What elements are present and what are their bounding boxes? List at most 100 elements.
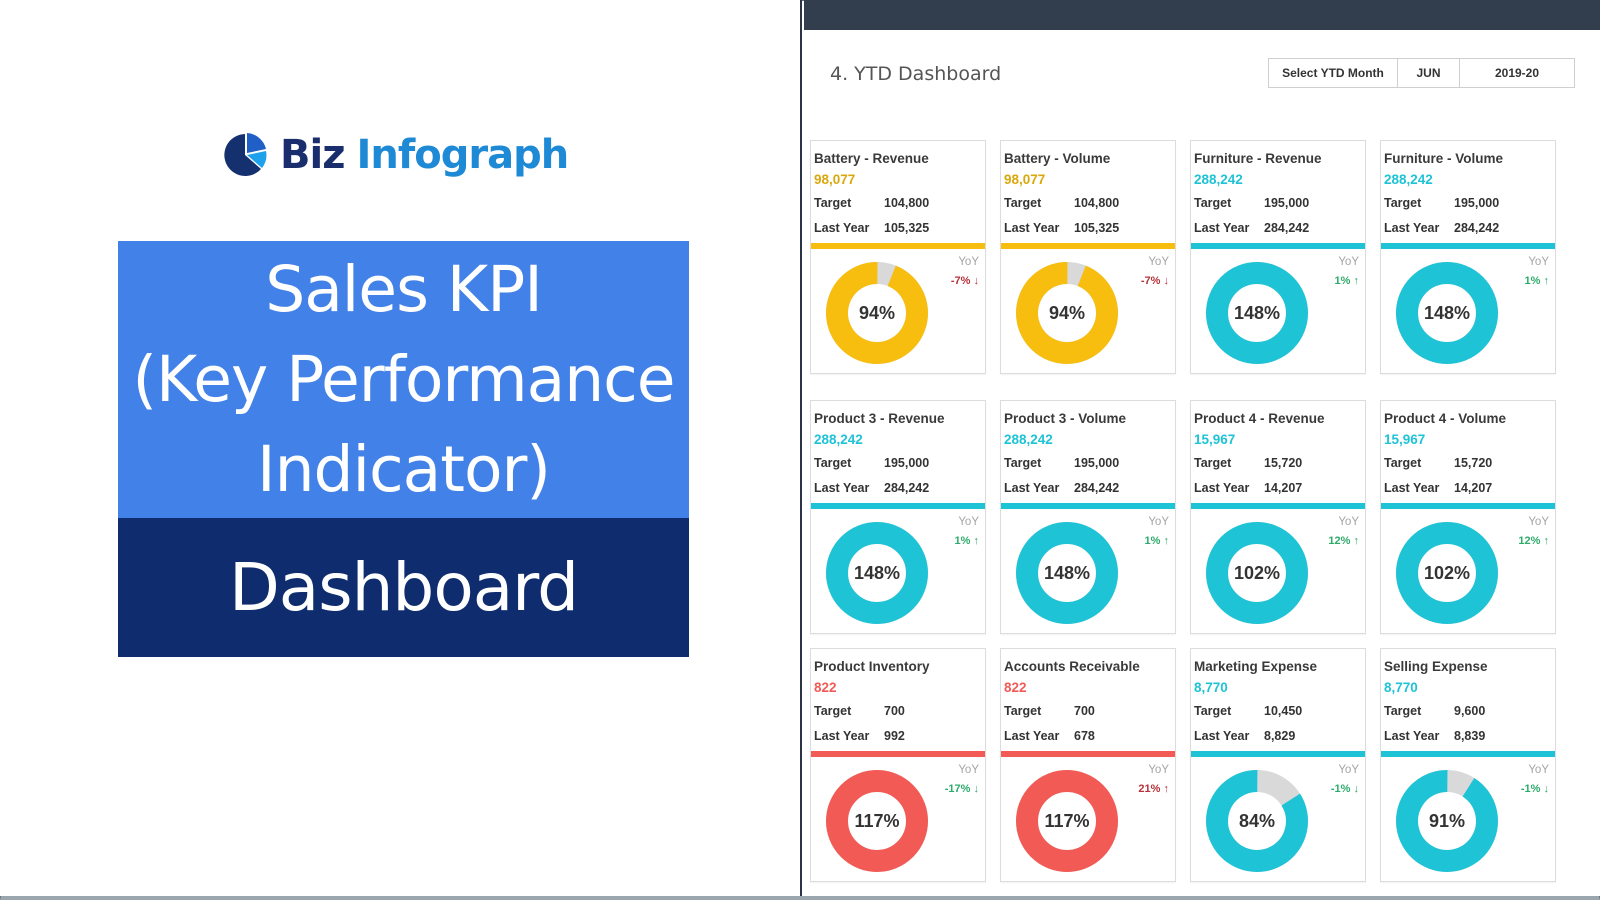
subtitle: Dashboard — [118, 518, 689, 657]
kpi-actual-value: 822 — [814, 680, 837, 695]
kpi-actual-value: 98,077 — [1004, 172, 1046, 187]
kpi-last-year-row: Last Year 105,325 — [1004, 216, 1175, 241]
yoy-indicator: YoY 1% ↑ — [1335, 253, 1359, 291]
kpi-actual-value: 288,242 — [1384, 172, 1433, 187]
kpi-last-year-row: Last Year 992 — [814, 724, 985, 749]
target-value: 15,720 — [1264, 456, 1303, 470]
donut-chart — [1016, 522, 1118, 624]
target-label: Target — [1384, 704, 1422, 718]
donut-chart — [1016, 770, 1118, 872]
last-year-label: Last Year — [814, 481, 870, 495]
kpi-title: Battery - Volume — [1004, 151, 1111, 166]
last-year-label: Last Year — [1384, 481, 1440, 495]
last-year-label: Last Year — [1194, 221, 1250, 235]
yoy-indicator: YoY -17% ↓ — [945, 761, 979, 799]
yoy-label: YoY — [958, 764, 979, 776]
kpi-actual-value: 288,242 — [1004, 432, 1053, 447]
yoy-value: 12% ↑ — [1518, 535, 1549, 547]
last-year-value: 8,829 — [1264, 729, 1296, 743]
donut-chart — [1206, 262, 1308, 364]
kpi-card-furniture-revenue[interactable]: Furniture - Revenue 288,242 Target 195,0… — [1190, 140, 1366, 374]
selector-label: Select YTD Month — [1269, 59, 1398, 87]
yoy-value: 1% ↑ — [1524, 275, 1549, 287]
target-label: Target — [1194, 456, 1232, 470]
target-value: 104,800 — [884, 196, 930, 210]
last-year-value: 14,207 — [1264, 481, 1303, 495]
kpi-title: Accounts Receivable — [1004, 659, 1140, 674]
month-select[interactable]: JUN — [1398, 59, 1460, 87]
kpi-card-product-3-revenue[interactable]: Product 3 - Revenue 288,242 Target 195,0… — [810, 400, 986, 634]
title-line-3: Indicator) — [257, 432, 551, 506]
brand-logo: Biz Infograph — [222, 132, 569, 178]
achievement-percent: 94% — [1048, 302, 1086, 323]
kpi-card-product-4-volume[interactable]: Product 4 - Volume 15,967 Target 15,720 … — [1380, 400, 1556, 634]
year-select[interactable]: 2019-20 — [1494, 66, 1540, 80]
dashboard-topbar — [804, 0, 1600, 30]
kpi-card-marketing-expense[interactable]: Marketing Expense 8,770 Target 10,450 La… — [1190, 648, 1366, 882]
kpi-title: Product 4 - Volume — [1384, 411, 1507, 426]
kpi-card-battery-volume[interactable]: Battery - Volume 98,077 Target 104,800 L… — [1000, 140, 1176, 374]
kpi-last-year-row: Last Year 284,242 — [1004, 476, 1175, 501]
last-year-label: Last Year — [1004, 729, 1060, 743]
target-label: Target — [1384, 456, 1422, 470]
last-year-label: Last Year — [1004, 481, 1060, 495]
target-value: 195,000 — [1074, 456, 1120, 470]
target-label: Target — [1004, 196, 1042, 210]
achievement-percent: 91% — [1428, 810, 1466, 831]
target-value: 15,720 — [1454, 456, 1493, 470]
last-year-value: 8,839 — [1454, 729, 1486, 743]
donut-chart — [1206, 522, 1308, 624]
yoy-label: YoY — [958, 516, 979, 528]
yoy-value: -1% ↓ — [1520, 783, 1549, 795]
target-value: 195,000 — [1264, 196, 1310, 210]
kpi-actual-value: 15,967 — [1384, 432, 1426, 447]
kpi-color-bar — [811, 243, 985, 249]
kpi-card-selling-expense[interactable]: Selling Expense 8,770 Target 9,600 Last … — [1380, 648, 1556, 882]
page-title: 4. YTD Dashboard — [830, 63, 1002, 85]
kpi-actual-value: 822 — [1004, 680, 1027, 695]
yoy-value: -17% ↓ — [944, 783, 979, 795]
last-year-value: 14,207 — [1454, 481, 1493, 495]
yoy-value: -1% ↓ — [1330, 783, 1359, 795]
yoy-indicator: YoY -1% ↓ — [1521, 761, 1549, 799]
kpi-card-accounts-receivable[interactable]: Accounts Receivable 822 Target 700 Last … — [1000, 648, 1176, 882]
donut-chart — [826, 522, 928, 624]
donut-chart — [826, 770, 928, 872]
yoy-indicator: YoY 1% ↑ — [1525, 253, 1549, 291]
yoy-label: YoY — [1528, 516, 1549, 528]
kpi-card-product-3-volume[interactable]: Product 3 - Volume 288,242 Target 195,00… — [1000, 400, 1176, 634]
donut-chart — [1206, 770, 1308, 872]
logo-word-infograph: Infograph — [356, 132, 569, 178]
donut-chart — [826, 262, 928, 364]
kpi-card-furniture-volume[interactable]: Furniture - Volume 288,242 Target 195,00… — [1380, 140, 1556, 374]
target-label: Target — [1004, 704, 1042, 718]
last-year-label: Last Year — [1384, 221, 1440, 235]
kpi-card-battery-revenue[interactable]: Battery - Revenue 98,077 Target 104,800 … — [810, 140, 986, 374]
kpi-last-year-row: Last Year 678 — [1004, 724, 1175, 749]
yoy-label: YoY — [1148, 764, 1169, 776]
kpi-actual-value: 288,242 — [814, 432, 863, 447]
kpi-title: Product 3 - Volume — [1004, 411, 1127, 426]
pie-chart-logo-icon — [224, 133, 267, 176]
target-value: 700 — [884, 704, 905, 718]
kpi-last-year-row: Last Year 105,325 — [814, 216, 985, 241]
kpi-title: Furniture - Volume — [1384, 151, 1504, 166]
donut-chart — [1396, 770, 1498, 872]
yoy-indicator: YoY 21% ↑ — [1138, 761, 1169, 799]
kpi-color-bar — [811, 751, 985, 757]
title-block: Sales KPI (Key Performance Indicator) Da… — [118, 241, 689, 657]
last-year-value: 284,242 — [1454, 221, 1500, 235]
target-label: Target — [814, 456, 852, 470]
kpi-target-row: Target 195,000 — [1194, 191, 1365, 216]
last-year-label: Last Year — [1384, 729, 1440, 743]
kpi-title: Battery - Revenue — [814, 151, 929, 166]
achievement-percent: 84% — [1238, 810, 1276, 831]
yoy-label: YoY — [958, 256, 979, 268]
achievement-percent: 102% — [1233, 562, 1281, 583]
target-value: 10,450 — [1264, 704, 1303, 718]
achievement-percent: 148% — [1423, 302, 1471, 323]
kpi-card-product-4-revenue[interactable]: Product 4 - Revenue 15,967 Target 15,720… — [1190, 400, 1366, 634]
kpi-color-bar — [1381, 503, 1555, 509]
kpi-card-product-inventory[interactable]: Product Inventory 822 Target 700 Last Ye… — [810, 648, 986, 882]
kpi-title: Furniture - Revenue — [1194, 151, 1322, 166]
